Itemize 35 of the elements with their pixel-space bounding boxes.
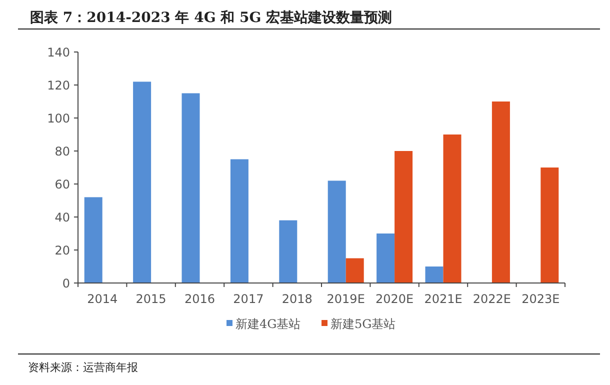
bar bbox=[328, 180, 346, 283]
y-tick-label: 80 bbox=[54, 144, 70, 158]
x-tick-label: 2022E bbox=[472, 292, 512, 306]
bar bbox=[492, 102, 510, 283]
x-tick-label: 2020E bbox=[375, 292, 414, 306]
y-tick-label: 140 bbox=[47, 46, 70, 60]
bar bbox=[84, 197, 102, 283]
y-tick-label: 100 bbox=[47, 112, 70, 126]
x-tick-label: 2014 bbox=[87, 292, 118, 306]
chart-title: 图表 7：2014-2023 年 4G 和 5G 宏基站建设数量预测 bbox=[30, 9, 392, 26]
x-tick-label: 2021E bbox=[424, 292, 462, 306]
bar bbox=[279, 220, 298, 283]
y-tick-label: 120 bbox=[47, 78, 70, 92]
bar bbox=[540, 168, 559, 283]
bar bbox=[443, 134, 462, 283]
x-tick-label: 2015 bbox=[136, 292, 166, 306]
x-tick-label: 2017 bbox=[233, 292, 264, 306]
x-tick-label: 2023E bbox=[522, 292, 560, 306]
bar bbox=[133, 82, 152, 283]
bar bbox=[394, 151, 413, 283]
bar bbox=[425, 266, 444, 283]
y-tick-label: 20 bbox=[54, 244, 70, 258]
legend-label: 新建4G基站 bbox=[236, 317, 301, 331]
x-tick-label: 2019E bbox=[326, 292, 365, 306]
bar bbox=[376, 234, 395, 283]
bar bbox=[230, 159, 248, 283]
y-tick-label: 60 bbox=[54, 178, 70, 192]
y-tick-label: 0 bbox=[62, 276, 70, 290]
y-tick-label: 40 bbox=[54, 210, 70, 224]
text: 资料来源：运营商年报 bbox=[28, 361, 138, 374]
bar bbox=[346, 258, 364, 283]
x-tick-label: 2016 bbox=[184, 292, 216, 306]
bar bbox=[182, 93, 200, 283]
x-tick-label: 2018 bbox=[282, 292, 312, 306]
legend-label: 新建5G基站 bbox=[330, 317, 396, 331]
